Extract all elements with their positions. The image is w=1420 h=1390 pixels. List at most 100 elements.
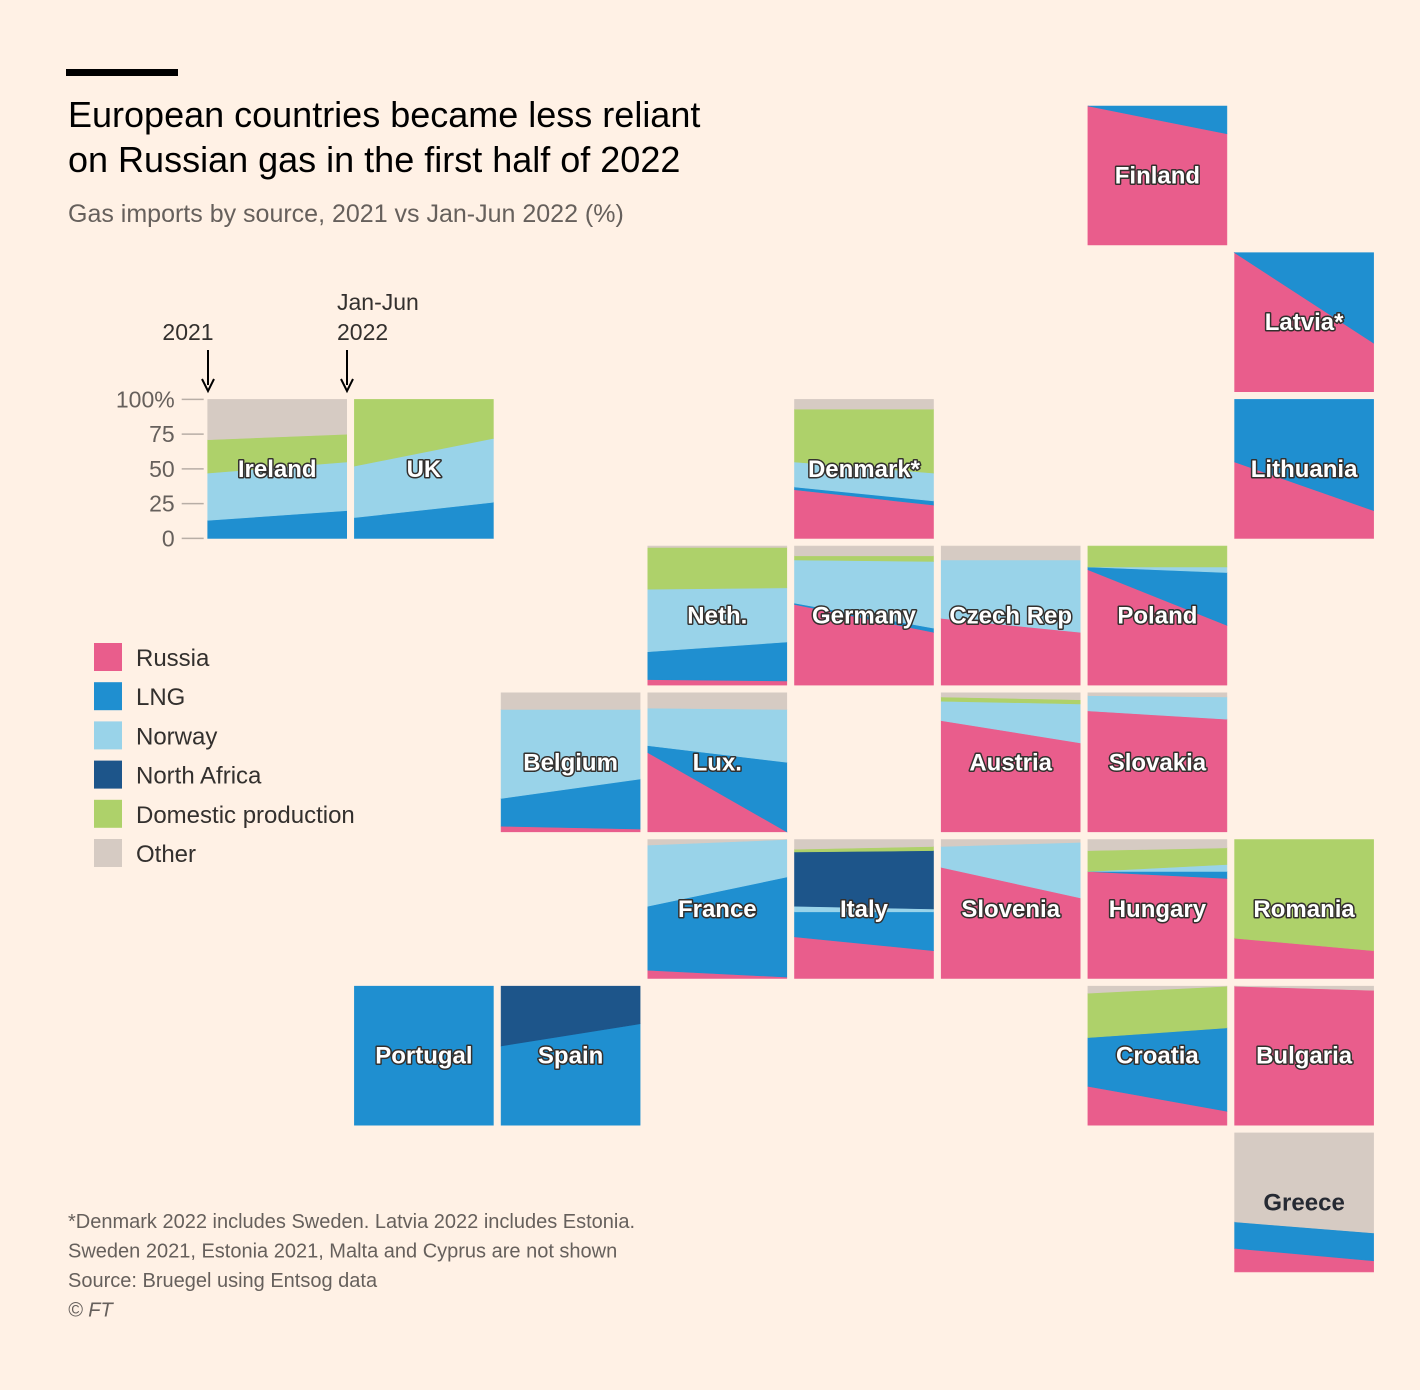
country-label-uk: UK bbox=[407, 456, 442, 483]
tile-lux: Lux. bbox=[647, 692, 788, 833]
area-lux-other bbox=[647, 692, 788, 710]
footnote-line-2: Sweden 2021, Estonia 2021, Malta and Cyp… bbox=[68, 1241, 617, 1263]
legend-label-north-africa: North Africa bbox=[136, 763, 262, 790]
area-greece-other bbox=[1234, 1132, 1374, 1234]
country-label-hungary: Hungary bbox=[1109, 896, 1207, 923]
area-lithuania-lng bbox=[1234, 399, 1374, 512]
area-spain-north-africa bbox=[500, 985, 641, 1047]
footnote-line-1: *Denmark 2022 includes Sweden. Latvia 20… bbox=[68, 1211, 635, 1233]
tile-germany: Germany bbox=[794, 545, 934, 686]
legend-label-other: Other bbox=[136, 841, 196, 868]
ft-header-rule bbox=[66, 69, 178, 76]
tile-austria: Austria bbox=[940, 692, 1081, 833]
tile-croatia: Croatia bbox=[1087, 985, 1228, 1126]
legend-swatch-russia bbox=[94, 643, 122, 671]
tile-slovenia: Slovenia bbox=[940, 839, 1081, 979]
area-hungary-russia bbox=[1087, 871, 1228, 979]
area-neth-other bbox=[647, 545, 788, 548]
tile-denmark: Denmark* bbox=[794, 399, 934, 539]
country-label-lux: Lux. bbox=[693, 749, 742, 776]
tile-portugal: Portugal bbox=[354, 985, 494, 1126]
area-ireland-other bbox=[207, 399, 347, 441]
area-slovenia-other bbox=[940, 839, 1081, 847]
country-label-finland: Finland bbox=[1115, 163, 1200, 190]
legend: Russia LNG Norway North Africa Domestic prod… bbox=[94, 643, 355, 868]
legend-label-domestic-production: Domestic production bbox=[136, 802, 355, 829]
country-label-france: France bbox=[678, 896, 757, 923]
footnote-line-3: Source: Bruegel using Entsog data bbox=[68, 1270, 378, 1292]
tile-belgium: Belgium bbox=[500, 692, 641, 833]
chart-subtitle: Gas imports by source, 2021 vs Jan-Jun 2… bbox=[68, 200, 624, 228]
tile-france: France bbox=[647, 839, 788, 979]
arrow-2022-icon bbox=[340, 378, 354, 394]
area-belgium-other bbox=[500, 692, 641, 710]
arrow-2021-icon bbox=[201, 378, 215, 394]
tile-uk: UK bbox=[354, 399, 494, 539]
area-uk-domestic-production bbox=[354, 399, 494, 467]
legend-label-russia: Russia bbox=[136, 645, 210, 672]
tile-spain: Spain bbox=[500, 985, 641, 1126]
country-label-bulgaria: Bulgaria bbox=[1256, 1043, 1353, 1070]
country-label-portugal: Portugal bbox=[375, 1043, 472, 1070]
y-tick-100: 100% bbox=[116, 386, 175, 412]
legend-label-lng: LNG bbox=[136, 684, 185, 711]
country-label-belgium: Belgium bbox=[523, 749, 618, 776]
y-tick-25: 25 bbox=[149, 491, 175, 517]
tile-ireland: Ireland bbox=[207, 399, 347, 539]
tile-italy: Italy bbox=[794, 839, 934, 979]
tile-lithuania: Lithuania bbox=[1234, 399, 1374, 539]
tile-latvia: Latvia* bbox=[1233, 252, 1374, 392]
country-label-latvia: Latvia* bbox=[1265, 309, 1344, 336]
area-romania-domestic-production bbox=[1234, 839, 1374, 952]
tile-hungary: Hungary bbox=[1087, 839, 1228, 979]
country-label-ireland: Ireland bbox=[238, 456, 317, 483]
area-latvia-lng bbox=[1233, 252, 1374, 344]
country-label-romania: Romania bbox=[1253, 896, 1355, 923]
tile-czech-rep: Czech Rep bbox=[940, 545, 1081, 686]
y-tick-75: 75 bbox=[149, 421, 175, 447]
area-hungary-other bbox=[1087, 839, 1228, 851]
area-czech-rep-other bbox=[940, 545, 1081, 561]
country-label-austria: Austria bbox=[969, 749, 1052, 776]
country-label-lithuania: Lithuania bbox=[1251, 456, 1358, 483]
country-label-spain: Spain bbox=[538, 1043, 603, 1070]
country-label-italy: Italy bbox=[840, 896, 889, 923]
area-finland-lng bbox=[1087, 105, 1228, 135]
y-axis: 100% 75 50 25 0 bbox=[116, 386, 204, 551]
annotation-2022-line2: 2022 bbox=[337, 319, 388, 345]
area-neth-domestic-production bbox=[647, 547, 788, 590]
y-tick-50: 50 bbox=[149, 456, 175, 482]
legend-swatch-lng bbox=[94, 682, 122, 711]
tile-slovakia: Slovakia bbox=[1087, 692, 1228, 833]
country-tiles: Finland Latvia* Ireland UK Denmark* Lithuania… bbox=[207, 105, 1374, 1273]
country-label-croatia: Croatia bbox=[1116, 1043, 1199, 1070]
country-label-neth: Neth. bbox=[687, 603, 747, 630]
tile-poland: Poland bbox=[1087, 545, 1228, 686]
annotation-2022-line1: Jan-Jun bbox=[337, 289, 419, 315]
y-tick-0: 0 bbox=[162, 525, 175, 551]
footnotes: *Denmark 2022 includes Sweden. Latvia 20… bbox=[68, 1211, 635, 1322]
tile-greece: Greece bbox=[1234, 1132, 1374, 1273]
area-portugal-lng bbox=[354, 985, 494, 1126]
annotation-2021: 2021 bbox=[162, 319, 213, 345]
legend-swatch-north-africa bbox=[94, 760, 122, 789]
chart-title-line1: European countries became less reliant bbox=[68, 94, 700, 135]
country-label-poland: Poland bbox=[1117, 603, 1197, 630]
area-france-other bbox=[647, 839, 787, 846]
legend-swatch-other bbox=[94, 839, 122, 867]
country-label-germany: Germany bbox=[812, 603, 917, 630]
country-label-czech-rep: Czech Rep bbox=[949, 603, 1072, 630]
legend-swatch-norway bbox=[94, 721, 122, 750]
tile-romania: Romania bbox=[1234, 839, 1374, 979]
area-slovakia-other bbox=[1087, 692, 1228, 698]
area-austria-other bbox=[940, 692, 1081, 701]
tile-bulgaria: Bulgaria bbox=[1234, 985, 1374, 1126]
chart-title-line2: on Russian gas in the first half of 2022 bbox=[68, 139, 680, 180]
country-label-slovenia: Slovenia bbox=[961, 896, 1060, 923]
country-label-denmark: Denmark* bbox=[808, 456, 921, 483]
area-bulgaria-other bbox=[1234, 985, 1374, 991]
area-croatia-other bbox=[1087, 985, 1227, 994]
area-germany-other bbox=[794, 545, 934, 557]
country-label-greece: Greece bbox=[1263, 1189, 1344, 1216]
tile-finland: Finland bbox=[1087, 105, 1228, 246]
